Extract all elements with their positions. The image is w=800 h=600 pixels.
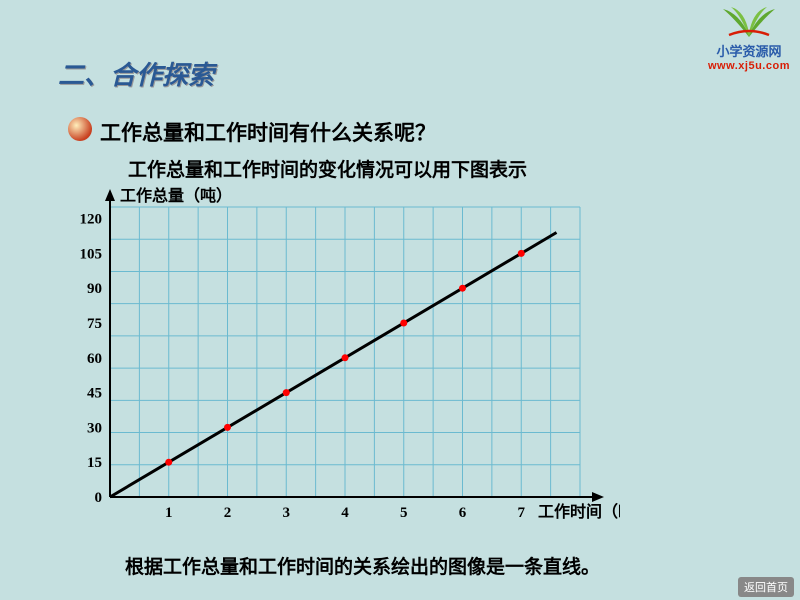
svg-text:120: 120 — [80, 212, 103, 228]
svg-text:工作总量（吨）: 工作总量（吨） — [120, 186, 232, 205]
svg-text:15: 15 — [87, 455, 102, 471]
svg-text:90: 90 — [87, 281, 102, 297]
logo-url: www.xj5u.com — [708, 60, 790, 72]
bullet-icon — [66, 115, 94, 143]
svg-text:6: 6 — [459, 505, 467, 521]
question-text: 工作总量和工作时间有什么关系呢？ — [100, 117, 436, 147]
site-logo: 小学资源网 www.xj5u.com — [708, 5, 790, 72]
svg-text:0: 0 — [95, 490, 103, 506]
svg-text:30: 30 — [87, 420, 102, 436]
subtitle-text: 工作总量和工作时间的变化情况可以用下图表示 — [128, 155, 527, 182]
svg-text:4: 4 — [341, 505, 349, 521]
svg-text:105: 105 — [80, 246, 103, 262]
chart: 01530456075901051201234567工作总量（吨）工作时间（时） — [60, 185, 620, 540]
svg-text:75: 75 — [87, 316, 102, 332]
svg-text:1: 1 — [165, 505, 173, 521]
svg-text:工作时间（时）: 工作时间（时） — [538, 502, 620, 521]
svg-text:60: 60 — [87, 351, 102, 367]
section-title: 二、合作探索 — [58, 55, 214, 92]
home-button[interactable]: 返回首页 — [738, 577, 794, 597]
svg-text:3: 3 — [283, 505, 291, 521]
svg-text:7: 7 — [518, 505, 526, 521]
conclusion-text: 根据工作总量和工作时间的关系绘出的图像是一条直线。 — [125, 552, 600, 579]
logo-title: 小学资源网 — [708, 41, 790, 60]
svg-text:5: 5 — [400, 505, 408, 521]
svg-text:2: 2 — [224, 505, 232, 521]
svg-text:45: 45 — [87, 386, 102, 402]
